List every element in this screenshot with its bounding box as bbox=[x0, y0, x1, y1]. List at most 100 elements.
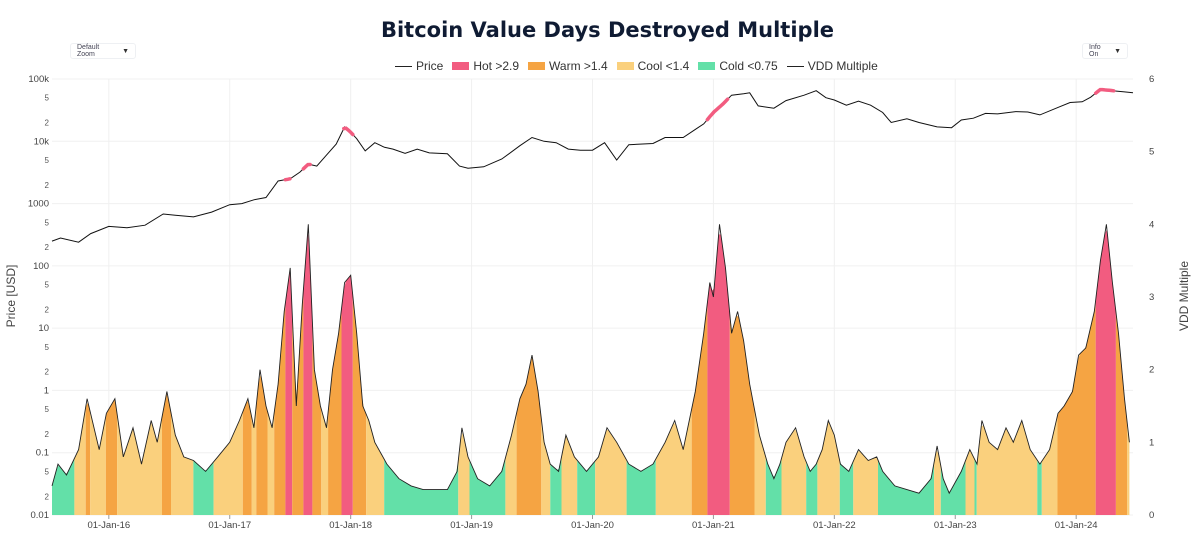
vdd-band-warm bbox=[691, 302, 708, 515]
y-left-tick-label: 10 bbox=[38, 323, 49, 334]
legend-swatch-price bbox=[395, 65, 412, 67]
vdd-band-cool bbox=[213, 411, 243, 515]
y-right-tick-label: 5 bbox=[1149, 147, 1154, 158]
legend-label-hot: Hot >2.9 bbox=[473, 59, 520, 73]
vdd-band-cool bbox=[976, 420, 1038, 515]
vdd-band-cold bbox=[469, 457, 506, 515]
chevron-down-icon: ▼ bbox=[122, 47, 129, 55]
vdd-band-hot bbox=[341, 275, 353, 515]
vdd-band-cool bbox=[117, 413, 162, 515]
vdd-band-cool bbox=[965, 450, 975, 515]
vdd-band-cool bbox=[74, 407, 86, 515]
vdd-band-cold bbox=[765, 457, 782, 515]
vdd-band-cool bbox=[541, 418, 551, 515]
vdd-band-cool bbox=[267, 411, 275, 515]
price-hot-segment bbox=[301, 162, 312, 171]
legend-swatch-cold bbox=[698, 62, 716, 70]
legend-item-price[interactable]: Price bbox=[395, 59, 443, 73]
vdd-band-cool bbox=[655, 408, 692, 515]
vdd-band-cool bbox=[934, 450, 941, 515]
vdd-band-warm bbox=[162, 393, 171, 515]
legend-item-vdd[interactable]: VDD Multiple bbox=[786, 59, 878, 73]
y-left-tick-label: 100 bbox=[33, 261, 49, 272]
chevron-down-icon: ▼ bbox=[1114, 47, 1121, 55]
vdd-band-cool bbox=[321, 409, 329, 515]
vdd-band-warm bbox=[1057, 299, 1096, 515]
y-left-minor-tick-label: 5 bbox=[45, 405, 50, 414]
vdd-band-warm bbox=[105, 398, 118, 515]
price-hot-segment bbox=[705, 97, 730, 122]
vdd-band-hot bbox=[1095, 229, 1116, 515]
legend-item-cold[interactable]: Cold <0.75 bbox=[698, 59, 778, 73]
vdd-band-cool bbox=[817, 421, 840, 515]
vdd-band-cool bbox=[1041, 415, 1058, 515]
series-lines bbox=[51, 87, 1134, 495]
zoom-dropdown-label: Default Zoom bbox=[77, 44, 100, 58]
vdd-multiple-line bbox=[51, 224, 1130, 495]
y-right-tick-label: 0 bbox=[1149, 510, 1154, 521]
vdd-band-cold bbox=[626, 459, 656, 515]
y-right-tick-label: 4 bbox=[1149, 219, 1154, 230]
chart-legend: Price Hot >2.9 Warm >1.4 Cool <1.4 Cold … bbox=[395, 59, 887, 73]
y-left-minor-tick-label: 2 bbox=[45, 181, 50, 190]
vdd-band-hot bbox=[285, 270, 293, 515]
y-right-tick-label: 1 bbox=[1149, 437, 1154, 448]
x-tick-label: 01-Jan-17 bbox=[208, 520, 251, 531]
x-tick-label: 01-Jan-21 bbox=[692, 520, 735, 531]
y-left-tick-label: 1 bbox=[44, 385, 49, 396]
vdd-band-cold bbox=[193, 460, 214, 515]
legend-swatch-warm bbox=[528, 62, 546, 70]
legend-item-cool[interactable]: Cool <1.4 bbox=[616, 59, 690, 73]
y-left-tick-label: 1000 bbox=[28, 199, 49, 210]
vdd-band-cool bbox=[853, 451, 878, 515]
vdd-band-warm bbox=[242, 400, 252, 515]
vdd-band-cold bbox=[384, 459, 459, 515]
legend-swatch-cool bbox=[616, 62, 634, 70]
vdd-band-cool bbox=[1127, 422, 1130, 515]
legend-label-price: Price bbox=[416, 59, 444, 73]
info-dropdown[interactable]: Info On ▼ bbox=[1082, 43, 1128, 59]
vdd-band-hot bbox=[707, 234, 730, 515]
vdd-band-cold bbox=[974, 459, 977, 515]
zoom-dropdown[interactable]: Default Zoom ▼ bbox=[70, 43, 136, 59]
legend-label-cool: Cool <1.4 bbox=[637, 59, 690, 73]
x-tick-label: 01-Jan-20 bbox=[571, 520, 614, 531]
y-left-minor-tick-label: 2 bbox=[45, 305, 50, 314]
legend-swatch-vdd bbox=[786, 65, 804, 67]
y-left-minor-tick-label: 2 bbox=[45, 243, 50, 252]
y-left-minor-tick-label: 5 bbox=[45, 281, 50, 290]
legend-label-vdd: VDD Multiple bbox=[807, 59, 878, 73]
vdd-band-cool bbox=[781, 428, 807, 515]
legend-label-cold: Cold <0.75 bbox=[719, 59, 778, 73]
vdd-band-warm bbox=[85, 402, 91, 515]
vdd-band-cool bbox=[366, 414, 385, 515]
vdd-band-cool bbox=[251, 405, 257, 515]
legend-item-hot[interactable]: Hot >2.9 bbox=[452, 59, 519, 73]
x-tick-label: 01-Jan-16 bbox=[87, 520, 130, 531]
x-tick-label: 01-Jan-22 bbox=[813, 520, 856, 531]
vdd-band-warm bbox=[352, 295, 367, 515]
vdd-band-warm bbox=[256, 374, 268, 515]
vdd-band-cold bbox=[806, 461, 818, 515]
vdd-band-cool bbox=[505, 413, 517, 515]
x-tick-label: 01-Jan-19 bbox=[450, 520, 493, 531]
x-tick-label: 01-Jan-23 bbox=[934, 520, 977, 531]
vdd-band-warm bbox=[516, 356, 542, 515]
x-tick-label: 01-Jan-18 bbox=[329, 520, 372, 531]
y-left-minor-tick-label: 5 bbox=[45, 467, 50, 476]
vdd-band-warm bbox=[729, 314, 755, 515]
legend-label-warm: Warm >1.4 bbox=[549, 59, 608, 73]
legend-item-warm[interactable]: Warm >1.4 bbox=[528, 59, 608, 73]
y-right-axis-title: VDD Multiple bbox=[1177, 261, 1191, 331]
y-left-minor-tick-label: 2 bbox=[45, 492, 50, 501]
price-hot-segment bbox=[1093, 87, 1116, 95]
y-left-tick-label: 10k bbox=[34, 136, 50, 147]
price-line bbox=[51, 88, 1134, 243]
vdd-band-warm bbox=[312, 321, 322, 515]
y-left-tick-label: 0.1 bbox=[36, 448, 49, 459]
chart-title: Bitcoin Value Days Destroyed Multiple bbox=[380, 18, 835, 42]
y-left-minor-tick-label: 5 bbox=[45, 156, 50, 165]
y-left-minor-tick-label: 5 bbox=[45, 218, 50, 227]
vdd-bands bbox=[52, 229, 1130, 515]
